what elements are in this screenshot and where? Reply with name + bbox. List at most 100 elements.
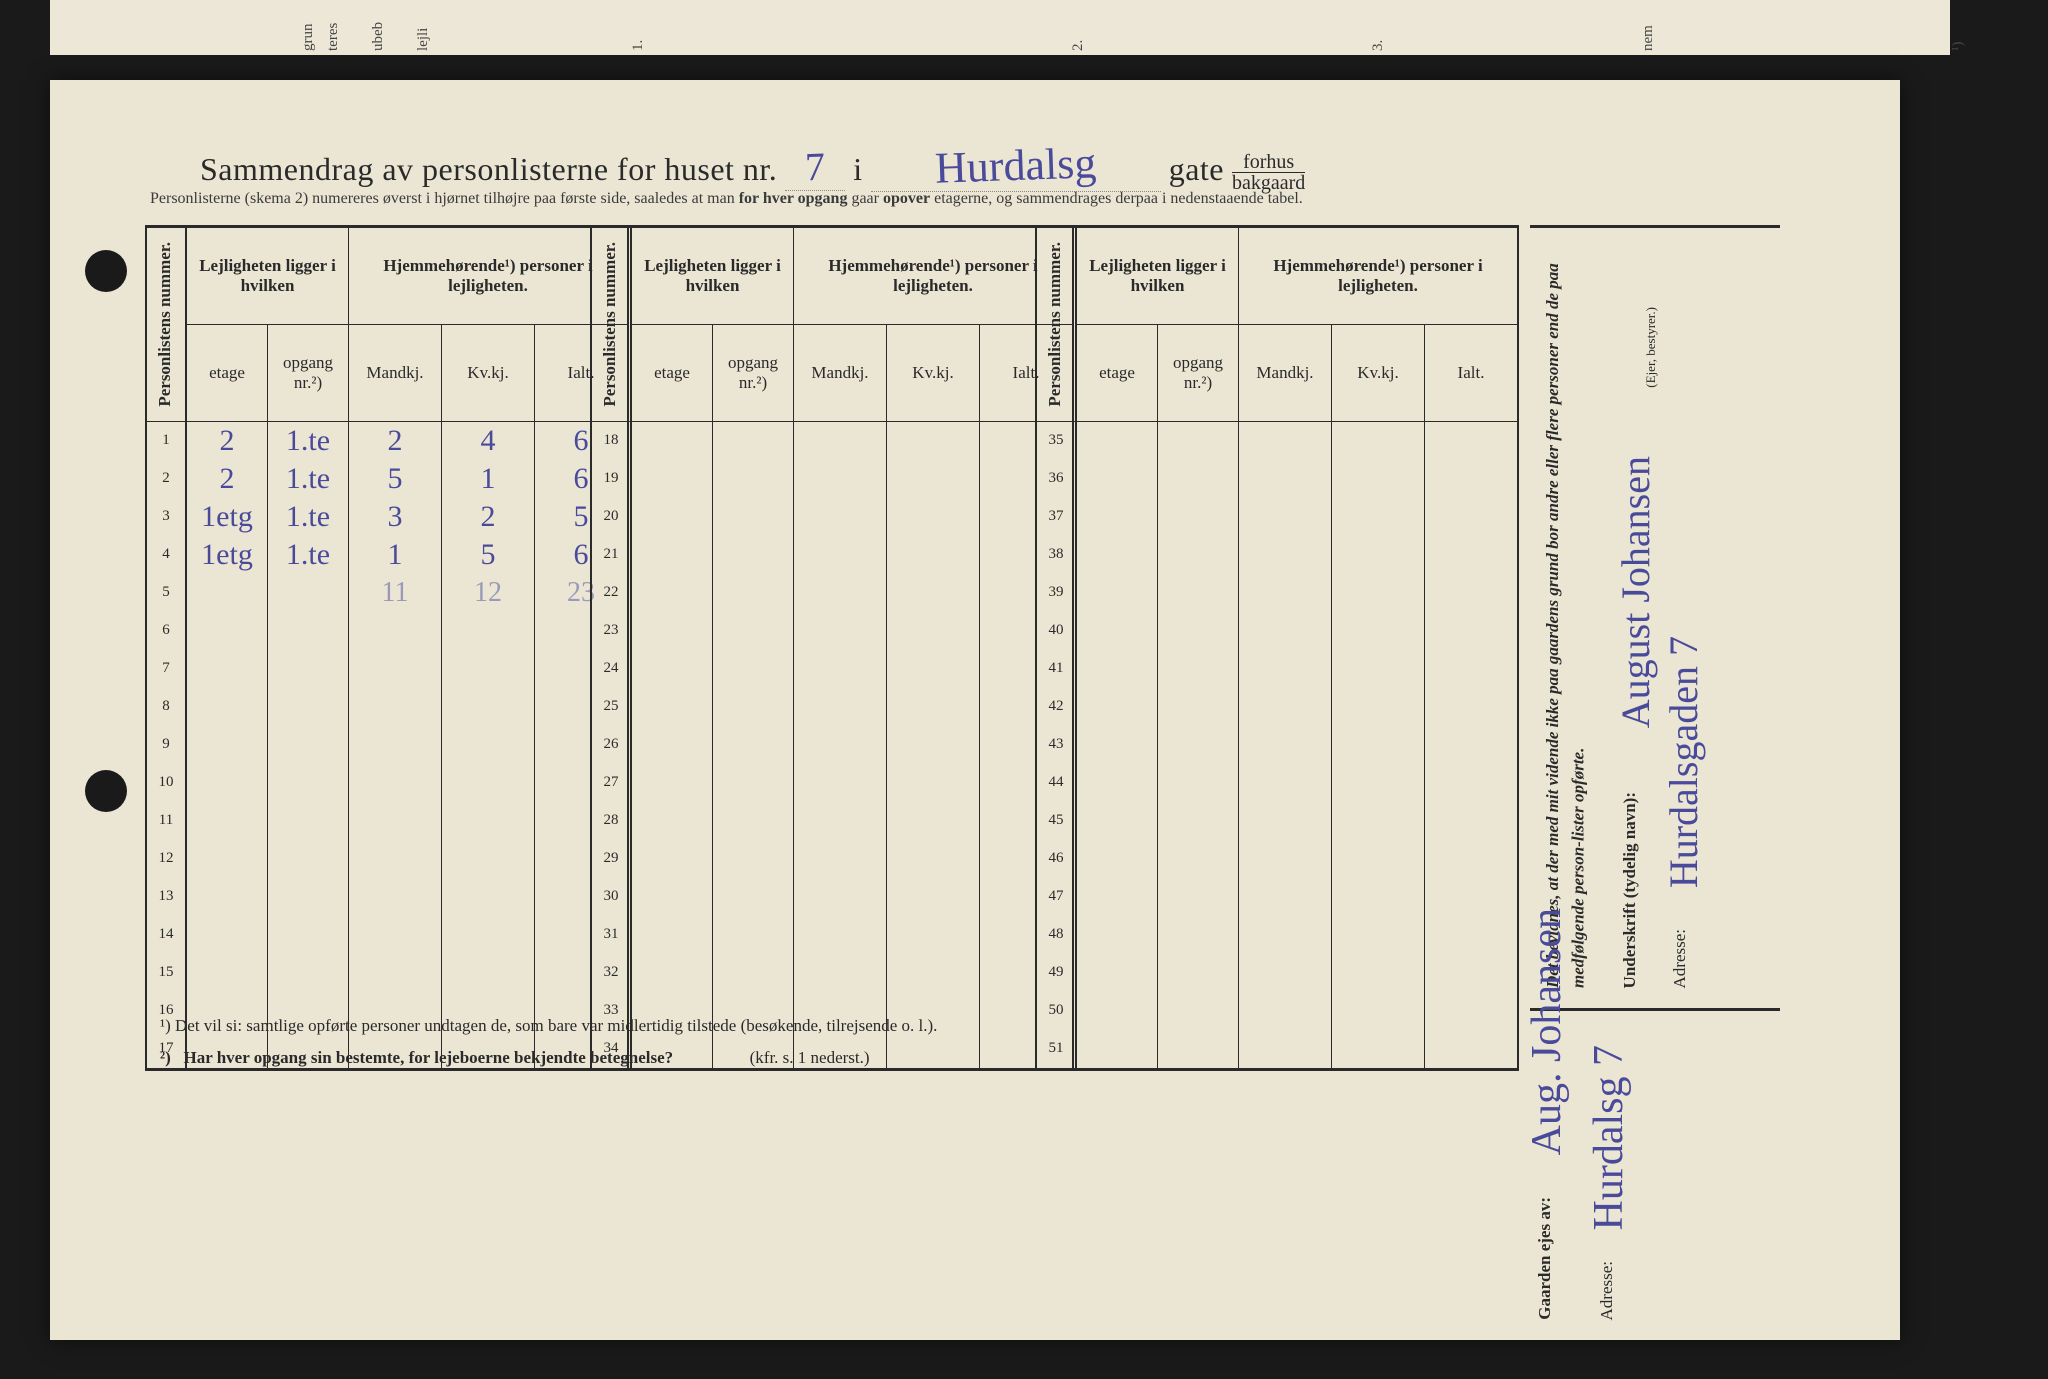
cell-mandkj <box>1239 650 1332 688</box>
cell-opgang <box>713 421 794 460</box>
cell-etage <box>1076 726 1158 764</box>
row-number: 20 <box>592 498 632 536</box>
row-number: 9 <box>147 726 187 764</box>
row-number: 18 <box>592 421 632 460</box>
cell-kvkj <box>887 840 980 878</box>
table-row: 27 <box>592 764 1073 802</box>
cell-opgang <box>268 764 349 802</box>
cell-mandkj <box>794 688 887 726</box>
row-number: 4 <box>147 536 187 574</box>
cell-mandkj <box>1239 992 1332 1030</box>
cell-mandkj <box>349 650 442 688</box>
cell-etage <box>1076 992 1158 1030</box>
cell-kvkj <box>887 954 980 992</box>
table-row: 19 <box>592 460 1073 498</box>
cell-opgang <box>268 650 349 688</box>
cell-etage <box>1076 802 1158 840</box>
table-row: 23 <box>592 612 1073 650</box>
row-number: 40 <box>1037 612 1077 650</box>
cell-kvkj <box>1332 650 1425 688</box>
row-number: 10 <box>147 764 187 802</box>
table-row: 30 <box>592 878 1073 916</box>
cell-kvkj <box>887 764 980 802</box>
cell-etage: 2 <box>186 460 268 498</box>
cell-mandkj <box>794 536 887 574</box>
cell-mandkj <box>794 802 887 840</box>
row-number: 3 <box>147 498 187 536</box>
cell-kvkj <box>1332 954 1425 992</box>
table-row: 44 <box>1037 764 1518 802</box>
attestation-text: Det bevidnes, at der med mit vidende ikk… <box>1540 248 1600 988</box>
table-row: 47 <box>1037 878 1518 916</box>
table-row: 42 <box>1037 688 1518 726</box>
edge-label: 1. <box>630 3 647 51</box>
cell-etage <box>631 878 713 916</box>
cell-kvkj <box>442 916 535 954</box>
cell-etage <box>186 612 268 650</box>
row-number: 27 <box>592 764 632 802</box>
cell-etage <box>631 764 713 802</box>
cell-etage <box>631 916 713 954</box>
cell-etage <box>186 764 268 802</box>
cell-kvkj <box>1332 421 1425 460</box>
table-row: 6 <box>147 612 628 650</box>
col-opgang: opgang nr.²) <box>1158 324 1239 421</box>
table-row: 9 <box>147 726 628 764</box>
cell-opgang <box>1158 726 1239 764</box>
cell-mandkj <box>794 916 887 954</box>
cell-kvkj <box>887 574 980 612</box>
table-row: 48 <box>1037 916 1518 954</box>
table-row: 41etg1.te156 <box>147 536 628 574</box>
col-lejlighet: Lejligheten ligger i hvilken <box>186 228 349 324</box>
col-opgang: opgang nr.²) <box>713 324 794 421</box>
cell-kvkj <box>887 498 980 536</box>
row-number: 32 <box>592 954 632 992</box>
cell-kvkj <box>1332 536 1425 574</box>
row-number: 19 <box>592 460 632 498</box>
cell-ialt <box>1425 878 1518 916</box>
cell-kvkj <box>887 916 980 954</box>
col-mandkj: Mandkj. <box>1239 324 1332 421</box>
row-number: 51 <box>1037 1030 1077 1068</box>
row-number: 11 <box>147 802 187 840</box>
table-row: 28 <box>592 802 1073 840</box>
cell-mandkj <box>1239 498 1332 536</box>
table-row: 221.te516 <box>147 460 628 498</box>
cell-kvkj <box>887 650 980 688</box>
cell-etage <box>631 536 713 574</box>
cell-kvkj <box>1332 1030 1425 1068</box>
table-row: 35 <box>1037 421 1518 460</box>
cell-mandkj <box>1239 878 1332 916</box>
cell-mandkj <box>349 916 442 954</box>
cell-mandkj: 3 <box>349 498 442 536</box>
cell-mandkj: 5 <box>349 460 442 498</box>
row-number: 14 <box>147 916 187 954</box>
cell-etage <box>631 498 713 536</box>
cell-opgang <box>713 802 794 840</box>
cell-etage <box>186 840 268 878</box>
table-row: 46 <box>1037 840 1518 878</box>
col-opgang: opgang nr.²) <box>268 324 349 421</box>
row-number: 36 <box>1037 460 1077 498</box>
col-etage: etage <box>631 324 713 421</box>
col-lejlighet: Lejligheten ligger i hvilken <box>1076 228 1239 324</box>
cell-opgang <box>1158 992 1239 1030</box>
cell-kvkj <box>442 688 535 726</box>
cell-kvkj <box>442 802 535 840</box>
cell-etage <box>186 878 268 916</box>
cell-kvkj: 4 <box>442 421 535 460</box>
cell-opgang <box>1158 764 1239 802</box>
table-row: 14 <box>147 916 628 954</box>
cell-mandkj <box>349 878 442 916</box>
cell-opgang <box>1158 612 1239 650</box>
cell-opgang: 1.te <box>268 421 349 460</box>
cell-opgang <box>1158 574 1239 612</box>
owner-address-value: Hurdalsg 7 <box>1585 1045 1633 1230</box>
cell-mandkj <box>1239 954 1332 992</box>
cell-kvkj <box>1332 840 1425 878</box>
cell-opgang <box>1158 498 1239 536</box>
cell-mandkj <box>794 460 887 498</box>
edge-label: grun <box>300 3 317 51</box>
cell-opgang <box>268 688 349 726</box>
cell-kvkj <box>1332 688 1425 726</box>
